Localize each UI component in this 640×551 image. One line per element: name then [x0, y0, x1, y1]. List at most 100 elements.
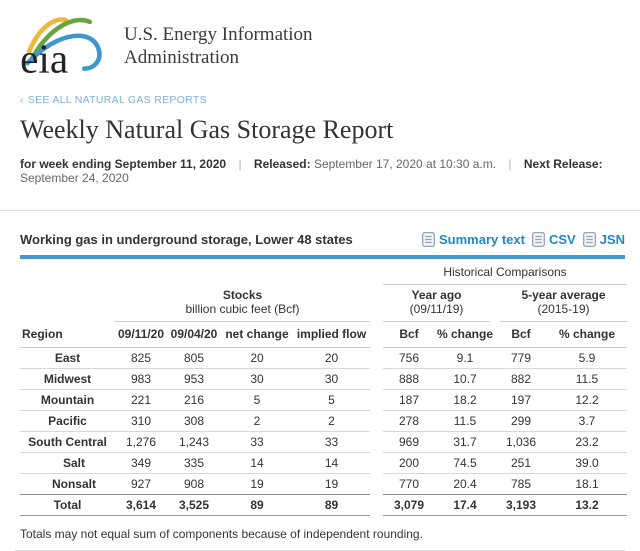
value-cell: 882	[495, 368, 547, 391]
value-cell: 13.2	[547, 494, 627, 517]
value-cell: 349	[115, 452, 167, 475]
col-five-year-pct: % change	[547, 322, 627, 349]
stocks-subtitle: billion cubic feet (Bcf)	[185, 302, 300, 317]
file-links: Summary text CSV JSN	[422, 232, 625, 247]
week-ending-text: for week ending September 11, 2020	[20, 157, 227, 171]
value-cell: 197	[495, 389, 547, 412]
value-cell: 1,036	[495, 431, 547, 454]
value-cell: 33	[293, 431, 370, 454]
document-icon	[532, 232, 545, 247]
org-name-line1: U.S. Energy Information	[124, 24, 313, 45]
logo-text: eia	[20, 35, 68, 76]
table-row-total: Total 3,614 3,525 89 89 3,079 17.4 3,193…	[20, 494, 627, 517]
value-cell: 908	[167, 473, 221, 496]
document-icon	[422, 232, 435, 247]
value-cell: 5.9	[547, 347, 627, 370]
table-caption: Working gas in underground storage, Lowe…	[20, 232, 353, 247]
org-name-line2: Administration	[124, 47, 240, 69]
value-cell: 216	[167, 389, 221, 412]
value-cell: 18.1	[547, 473, 627, 496]
value-cell: 14	[221, 452, 293, 475]
region-cell: Nonsalt	[20, 473, 115, 496]
value-cell: 10.7	[435, 368, 495, 391]
value-cell: 187	[383, 389, 435, 412]
value-cell: 19	[293, 473, 370, 496]
value-cell: 200	[383, 452, 435, 475]
jsn-label: JSN	[599, 232, 625, 247]
value-cell: 11.5	[547, 368, 627, 391]
value-cell: 3,614	[115, 494, 167, 517]
region-cell: Salt	[20, 452, 115, 475]
value-cell: 278	[383, 410, 435, 433]
value-cell: 1,276	[115, 431, 167, 454]
eia-logo[interactable]: eia	[18, 10, 112, 76]
value-cell: 888	[383, 368, 435, 391]
value-cell: 19	[221, 473, 293, 496]
table-row-pacific: Pacific 310 308 2 2 278 11.5 299 3.7	[20, 410, 627, 433]
csv-link[interactable]: CSV	[532, 232, 576, 247]
col-five-year-bcf: Bcf	[495, 322, 547, 349]
jsn-link[interactable]: JSN	[582, 232, 625, 247]
value-cell: 3.7	[547, 410, 627, 433]
released-value: September 17, 2020 at 10:30 a.m.	[313, 157, 497, 171]
stocks-group-header: Stocks billion cubic feet (Bcf)	[115, 285, 370, 323]
region-cell: Total	[20, 494, 115, 517]
region-cell: Midwest	[20, 368, 115, 391]
value-cell: 756	[383, 347, 435, 370]
table-row-south-central: South Central 1,276 1,243 33 33 969 31.7…	[20, 431, 627, 454]
value-cell: 74.5	[435, 452, 495, 475]
summary-text-label: Summary text	[438, 232, 525, 247]
next-release-value: September 24, 2020	[20, 171, 129, 185]
rounding-footnote: Totals may not equal sum of components b…	[20, 527, 423, 542]
region-cell: South Central	[20, 431, 115, 454]
five-year-group-header: 5-year average (2015-19)	[495, 285, 627, 323]
value-cell: 3,193	[495, 494, 547, 517]
see-all-reports-label: SEE ALL NATURAL GAS REPORTS	[27, 94, 207, 106]
value-cell: 927	[115, 473, 167, 496]
value-cell: 17.4	[435, 494, 495, 517]
released-label: Released:	[253, 157, 311, 171]
value-cell: 3,079	[383, 494, 435, 517]
value-cell: 20	[221, 347, 293, 370]
value-cell: 31.7	[435, 431, 495, 454]
value-cell: 2	[293, 410, 370, 433]
value-cell: 30	[221, 368, 293, 391]
value-cell: 11.5	[435, 410, 495, 433]
see-all-reports-link[interactable]: ‹ SEE ALL NATURAL GAS REPORTS	[20, 94, 207, 106]
region-cell: East	[20, 347, 115, 370]
page-title: Weekly Natural Gas Storage Report	[20, 115, 394, 144]
value-cell: 20.4	[435, 473, 495, 496]
five-year-title: 5-year average	[521, 288, 606, 302]
next-release-label: Next Release:	[523, 157, 603, 171]
summary-text-link[interactable]: Summary text	[422, 232, 525, 247]
value-cell: 335	[167, 452, 221, 475]
report-dates: for week ending September 11, 2020 | Rel…	[20, 157, 640, 185]
value-cell: 5	[293, 389, 370, 412]
col-net-change: net change	[221, 322, 293, 349]
csv-label: CSV	[548, 232, 576, 247]
value-cell: 969	[383, 431, 435, 454]
table-row-nonsalt: Nonsalt 927 908 19 19 770 20.4 785 18.1	[20, 473, 627, 496]
date-separator: |	[238, 157, 242, 171]
table-row-east: East 825 805 20 20 756 9.1 779 5.9	[20, 347, 627, 370]
year-ago-title: Year ago	[411, 288, 462, 302]
value-cell: 1,243	[167, 431, 221, 454]
value-cell: 89	[293, 494, 370, 517]
value-cell: 779	[495, 347, 547, 370]
five-year-subtitle: (2015-19)	[537, 302, 590, 317]
col-prior-week: 09/04/20	[167, 322, 221, 349]
value-cell: 308	[167, 410, 221, 433]
stocks-title: Stocks	[222, 288, 263, 302]
value-cell: 983	[115, 368, 167, 391]
value-cell: 9.1	[435, 347, 495, 370]
col-current-week: 09/11/20	[115, 322, 167, 349]
value-cell: 770	[383, 473, 435, 496]
table-row-mountain: Mountain 221 216 5 5 187 18.2 197 12.2	[20, 389, 627, 412]
value-cell: 23.2	[547, 431, 627, 454]
region-cell: Pacific	[20, 410, 115, 433]
value-cell: 953	[167, 368, 221, 391]
value-cell: 20	[293, 347, 370, 370]
column-header-row: Region 09/11/20 09/04/20 net change impl…	[20, 322, 627, 349]
value-cell: 5	[221, 389, 293, 412]
value-cell: 785	[495, 473, 547, 496]
